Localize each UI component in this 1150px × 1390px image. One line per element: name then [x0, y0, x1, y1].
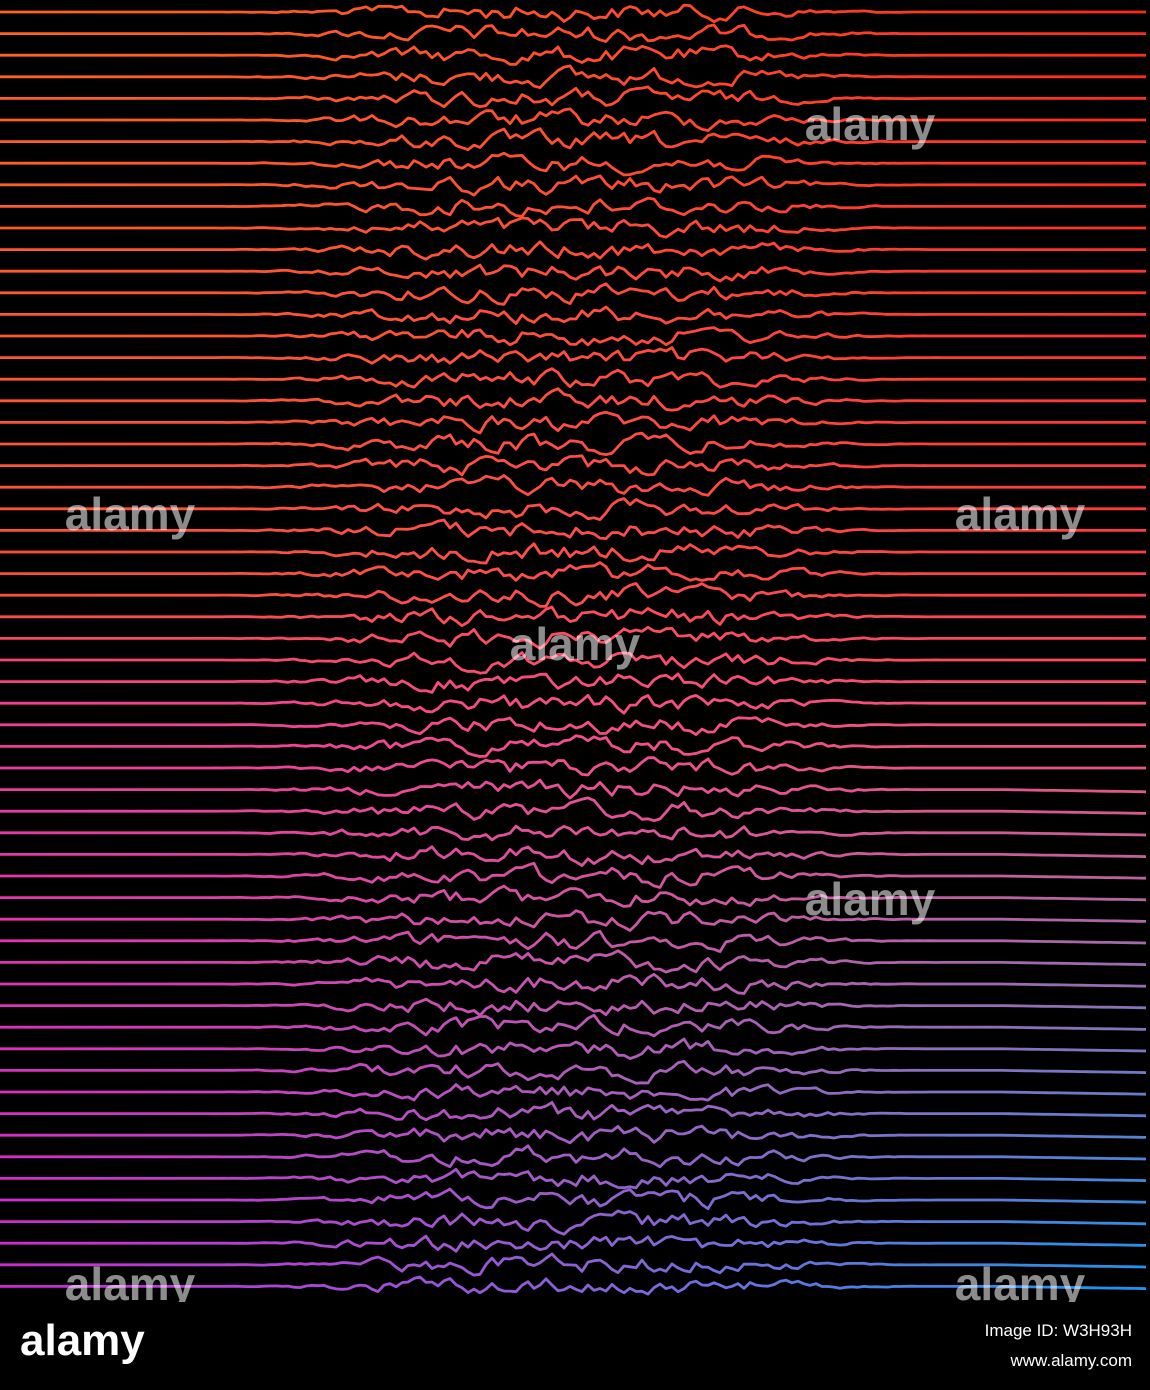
wave-line — [0, 454, 1146, 477]
wave-line — [0, 716, 1146, 736]
wave-line — [0, 387, 1146, 412]
wave-line — [0, 1275, 1147, 1296]
wave-line — [0, 85, 1146, 109]
wave-line — [0, 1124, 1147, 1145]
wave-line — [0, 107, 1146, 132]
wave-line — [0, 305, 1146, 325]
wave-line — [0, 263, 1146, 283]
watermark: alamy — [955, 488, 1086, 540]
wave-line — [0, 410, 1146, 435]
wave-line — [0, 1167, 1147, 1190]
wave-line — [0, 824, 1147, 842]
wave-line — [0, 972, 1147, 995]
wave-line — [0, 64, 1146, 90]
wave-line — [0, 151, 1146, 177]
watermark: alamy — [65, 1258, 196, 1310]
wave-lines — [0, 3, 1147, 1296]
wave-line — [0, 23, 1146, 43]
watermarks: alamy alamy alamy alamy alamy alamy alam… — [65, 98, 1086, 1310]
wave-line — [0, 605, 1146, 628]
image-id: Image ID: W3H93H — [985, 1321, 1132, 1340]
wave-line — [0, 796, 1147, 823]
wave-line — [0, 174, 1146, 197]
footer-logo: alamy — [20, 1316, 145, 1365]
wave-line — [0, 651, 1146, 675]
footer-bar — [0, 1302, 1150, 1390]
wave-line — [0, 44, 1146, 66]
wave-line — [0, 542, 1146, 565]
wave-line — [0, 1013, 1147, 1038]
wave-line — [0, 216, 1146, 239]
watermark: alamy — [65, 488, 196, 540]
wave-line — [0, 1252, 1147, 1277]
wave-line — [0, 561, 1146, 582]
wave-line — [0, 734, 1146, 758]
wave-line — [0, 625, 1146, 650]
wave-line — [0, 474, 1146, 497]
wave-line — [0, 1144, 1147, 1169]
wave-line — [0, 672, 1146, 694]
wave-line — [0, 497, 1146, 521]
wave-line — [0, 929, 1147, 953]
wave-line — [0, 346, 1146, 365]
wave-line — [0, 326, 1146, 347]
wave-line — [0, 884, 1147, 908]
wave-line — [0, 196, 1146, 218]
footer-url: www.alamy.com — [1009, 1351, 1132, 1370]
wave-line — [0, 1209, 1147, 1236]
wave-line — [0, 861, 1147, 889]
watermark: alamy — [955, 1258, 1086, 1310]
wave-line — [0, 756, 1146, 777]
watermark: alamy — [510, 618, 641, 670]
wave-line — [0, 282, 1146, 306]
wave-line — [0, 1101, 1147, 1122]
wave-line — [0, 518, 1146, 540]
wave-line — [0, 127, 1146, 152]
wave-line — [0, 997, 1147, 1017]
wave-line — [0, 949, 1147, 974]
wave-line — [0, 582, 1146, 608]
wave-line — [0, 1037, 1147, 1060]
wave-line — [0, 909, 1147, 932]
watermark: alamy — [805, 98, 936, 150]
wave-line — [0, 845, 1147, 867]
wave-line — [0, 693, 1146, 715]
wave-line — [0, 240, 1146, 261]
wave-line — [0, 1083, 1147, 1102]
watermark: alamy — [805, 873, 936, 925]
wave-line — [0, 1060, 1147, 1085]
wave-line — [0, 431, 1146, 456]
wave-line — [0, 1234, 1147, 1253]
wave-line — [0, 1187, 1147, 1211]
wave-line — [0, 778, 1147, 800]
wave-line — [0, 3, 1146, 24]
wave-line — [0, 367, 1146, 389]
